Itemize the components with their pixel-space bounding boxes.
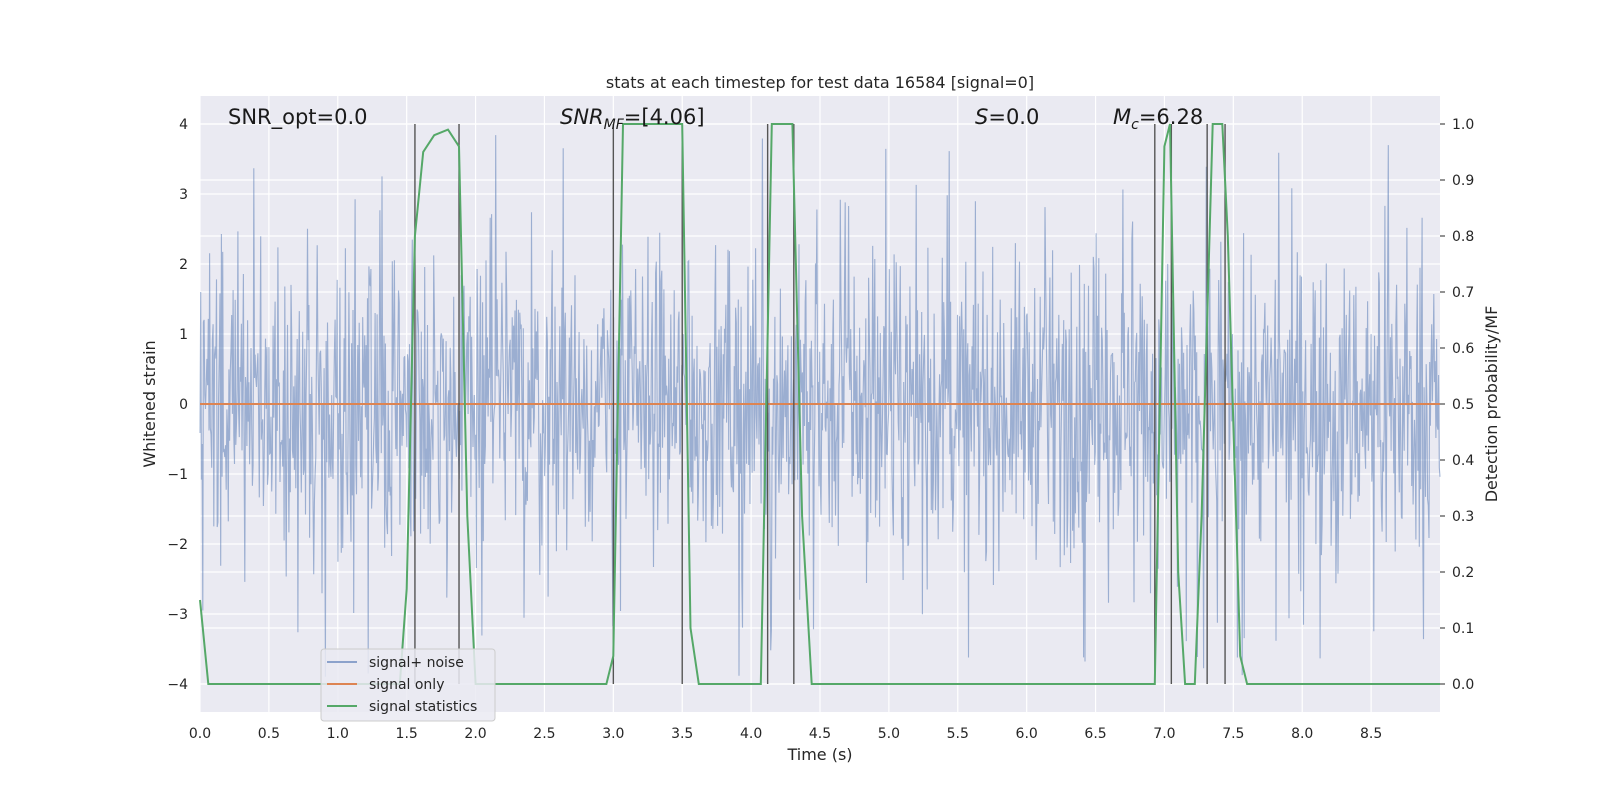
annotation-mc-sub: c [1131, 117, 1139, 133]
x-tick-17: 8.5 [1360, 726, 1382, 742]
right-y-tick-9: 0.9 [1452, 173, 1474, 189]
right-y-tick-0: 0.0 [1452, 677, 1474, 693]
x-tick-5: 2.5 [533, 726, 555, 742]
left-y-tick-1: −3 [167, 607, 188, 623]
signal-statistics-series [199, 123, 1440, 685]
left-y-tick-7: 3 [179, 187, 188, 203]
right-y-tick-labels: 0.0 0.1 0.2 0.3 0.4 0.5 0.6 0.7 0.8 0.9 1.0 [1440, 117, 1474, 693]
x-tick-14: 7.0 [1153, 726, 1175, 742]
detection-vertical-lines [414, 124, 1226, 684]
annotation-snr-mf-sub: MF [604, 117, 625, 133]
x-tick-6: 3.0 [602, 726, 624, 742]
annotation-s-value: =0.0 [988, 105, 1039, 129]
annotation-snr-mf-symbol: SNR [560, 105, 604, 129]
x-tick-10: 5.0 [878, 726, 900, 742]
x-tick-13: 6.5 [1084, 726, 1106, 742]
x-tick-8: 4.0 [740, 726, 762, 742]
right-y-tick-5: 0.5 [1452, 397, 1474, 413]
left-y-axis-label: Whitened strain [140, 340, 159, 467]
legend-box [320, 648, 496, 722]
legend-label-signal-noise: signal+ noise [369, 655, 464, 671]
annotation-mc-symbol: M [1113, 105, 1131, 129]
legend-label-signal-only: signal only [369, 677, 444, 693]
x-tick-11: 5.5 [947, 726, 969, 742]
annotation-snr-opt: SNR_opt=0.0 [228, 105, 368, 130]
right-y-tick-2: 0.2 [1452, 565, 1474, 581]
right-y-tick-7: 0.7 [1452, 285, 1474, 301]
annotation-mc-value: =6.28 [1139, 105, 1203, 129]
chart-title: stats at each timestep for test data 165… [606, 73, 1034, 92]
right-y-tick-1: 0.1 [1452, 621, 1474, 637]
right-y-tick-10: 1.0 [1452, 117, 1474, 133]
left-y-tick-0: −4 [167, 677, 188, 693]
left-y-tick-8: 4 [179, 117, 188, 133]
right-y-tick-8: 0.8 [1452, 229, 1474, 245]
x-tick-15: 7.5 [1222, 726, 1244, 742]
x-tick-1: 0.5 [258, 726, 280, 742]
legend: signal+ noise signal only signal statist… [320, 648, 496, 722]
x-tick-0: 0.0 [189, 726, 211, 742]
left-y-tick-labels: −4 −3 −2 −1 0 1 2 3 4 [167, 117, 188, 693]
left-y-tick-6: 2 [179, 257, 188, 273]
x-tick-7: 3.5 [671, 726, 693, 742]
x-tick-16: 8.0 [1291, 726, 1313, 742]
signal-statistics-line [199, 123, 1440, 685]
legend-label-signal-statistics: signal statistics [369, 699, 477, 715]
right-y-tick-6: 0.6 [1452, 341, 1474, 357]
annotation-snr-mf-value: =[4.06] [624, 105, 705, 129]
x-tick-3: 1.5 [396, 726, 418, 742]
x-tick-9: 4.5 [809, 726, 831, 742]
x-tick-2: 1.0 [327, 726, 349, 742]
left-y-tick-2: −2 [167, 537, 188, 553]
x-tick-labels: 0.0 0.5 1.0 1.5 2.0 2.5 3.0 3.5 4.0 4.5 5.0 5.5 6.0 6… [189, 726, 1382, 742]
left-y-tick-5: 1 [179, 327, 188, 343]
annotation-s-symbol: S [975, 105, 988, 129]
left-y-tick-3: −1 [167, 467, 188, 483]
annotation-s: S=0.0 [975, 105, 1039, 129]
left-y-tick-4: 0 [179, 397, 188, 413]
x-tick-12: 6.0 [1016, 726, 1038, 742]
right-y-axis-label: Detection probability/MF [1482, 306, 1501, 503]
x-axis-label: Time (s) [786, 745, 852, 764]
x-tick-4: 2.0 [464, 726, 486, 742]
annotation-mc: Mc=6.28 [1113, 105, 1203, 133]
annotation-snr-mf: SNRMF=[4.06] [560, 105, 705, 133]
right-y-tick-4: 0.4 [1452, 453, 1474, 469]
right-y-tick-3: 0.3 [1452, 509, 1474, 525]
